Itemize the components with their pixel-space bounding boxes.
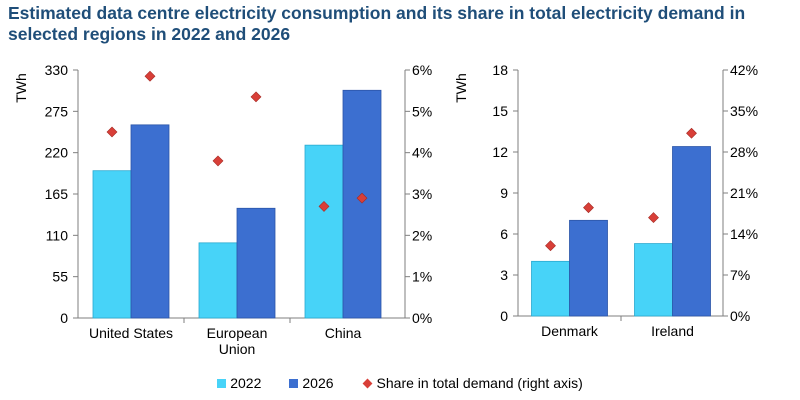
legend: 2022 2026 Share in total demand (right a… [0, 373, 800, 393]
left-y-tick-label: 275 [45, 103, 69, 119]
left-y-tick-label: 220 [45, 145, 69, 161]
left-category-label: Union [219, 341, 256, 357]
right-y2-tick-label: 42% [730, 62, 758, 78]
left-y-tick-label: 330 [45, 62, 69, 78]
right-bar-2022 [634, 243, 673, 317]
right-share-marker-2022 [648, 212, 659, 224]
right-y2-tick-label: 0% [730, 308, 750, 324]
legend-label-2026: 2026 [302, 375, 334, 391]
left-category-label: United States [89, 325, 173, 341]
right-y-tick-label: 18 [492, 62, 508, 78]
left-y2-tick-label: 4% [412, 145, 432, 161]
left-y2-tick-label: 2% [412, 227, 432, 243]
left-y-axis-title: TWh [13, 73, 29, 103]
right-y-tick-label: 3 [500, 267, 508, 283]
left-y-tick-label: 165 [45, 186, 69, 202]
right-share-marker-2026 [583, 202, 594, 214]
legend-label-share: Share in total demand (right axis) [376, 375, 583, 391]
right-y2-tick-label: 21% [730, 185, 758, 201]
right-share-marker-2026 [686, 127, 697, 139]
left-bar-2022 [92, 170, 132, 319]
left-share-marker-2022 [212, 155, 224, 167]
left-y-tick-label: 0 [60, 310, 68, 326]
left-share-marker-2022 [318, 200, 330, 212]
legend-item-2022: 2022 [217, 375, 261, 391]
right-y-tick-label: 15 [492, 103, 508, 119]
left-y-tick-label: 110 [46, 227, 69, 243]
left-bar-2022 [198, 242, 238, 319]
left-y2-tick-label: 5% [412, 103, 432, 119]
left-share-marker-2026 [144, 70, 156, 82]
left-y2-tick-label: 3% [412, 186, 432, 202]
right-y2-tick-label: 28% [730, 144, 758, 160]
left-share-marker-2022 [106, 126, 118, 138]
right-y2-tick-label: 7% [730, 267, 750, 283]
right-y-axis-title: TWh [453, 73, 469, 103]
right-y2-tick-label: 35% [730, 103, 758, 119]
right-category-label: Denmark [541, 323, 599, 339]
right-y-tick-label: 6 [500, 226, 508, 242]
right-bar-2026 [569, 219, 608, 317]
legend-item-2026: 2026 [289, 375, 334, 391]
left-y2-tick-label: 0% [412, 310, 432, 326]
left-bar-2026 [342, 89, 382, 319]
left-bar-2022 [304, 144, 344, 319]
left-y2-tick-label: 6% [412, 62, 432, 78]
left-category-label: European [207, 325, 268, 341]
left-share-marker-2026 [250, 91, 262, 103]
legend-label-2022: 2022 [230, 375, 262, 391]
right-y2-tick-label: 14% [730, 226, 758, 242]
right-category-label: Ireland [651, 323, 694, 339]
left-bar-2026 [130, 124, 170, 319]
right-y-tick-label: 0 [500, 308, 508, 324]
right-y-tick-label: 12 [492, 144, 508, 160]
right-bar-2026 [672, 146, 711, 317]
left-share-marker-2026 [356, 192, 368, 204]
legend-diamond-icon [362, 378, 372, 388]
right-share-marker-2022 [545, 240, 556, 252]
legend-item-share: Share in total demand (right axis) [362, 375, 583, 391]
left-category-label: China [325, 325, 362, 341]
right-y-tick-label: 9 [500, 185, 508, 201]
left-y-tick-label: 55 [52, 269, 68, 285]
legend-swatch-2026 [289, 378, 299, 388]
right-bar-2022 [531, 260, 570, 317]
left-y2-tick-label: 1% [412, 269, 432, 285]
chart-title: Estimated data centre electricity consum… [8, 3, 746, 44]
left-bar-2026 [236, 207, 276, 319]
legend-swatch-2022 [217, 378, 227, 388]
